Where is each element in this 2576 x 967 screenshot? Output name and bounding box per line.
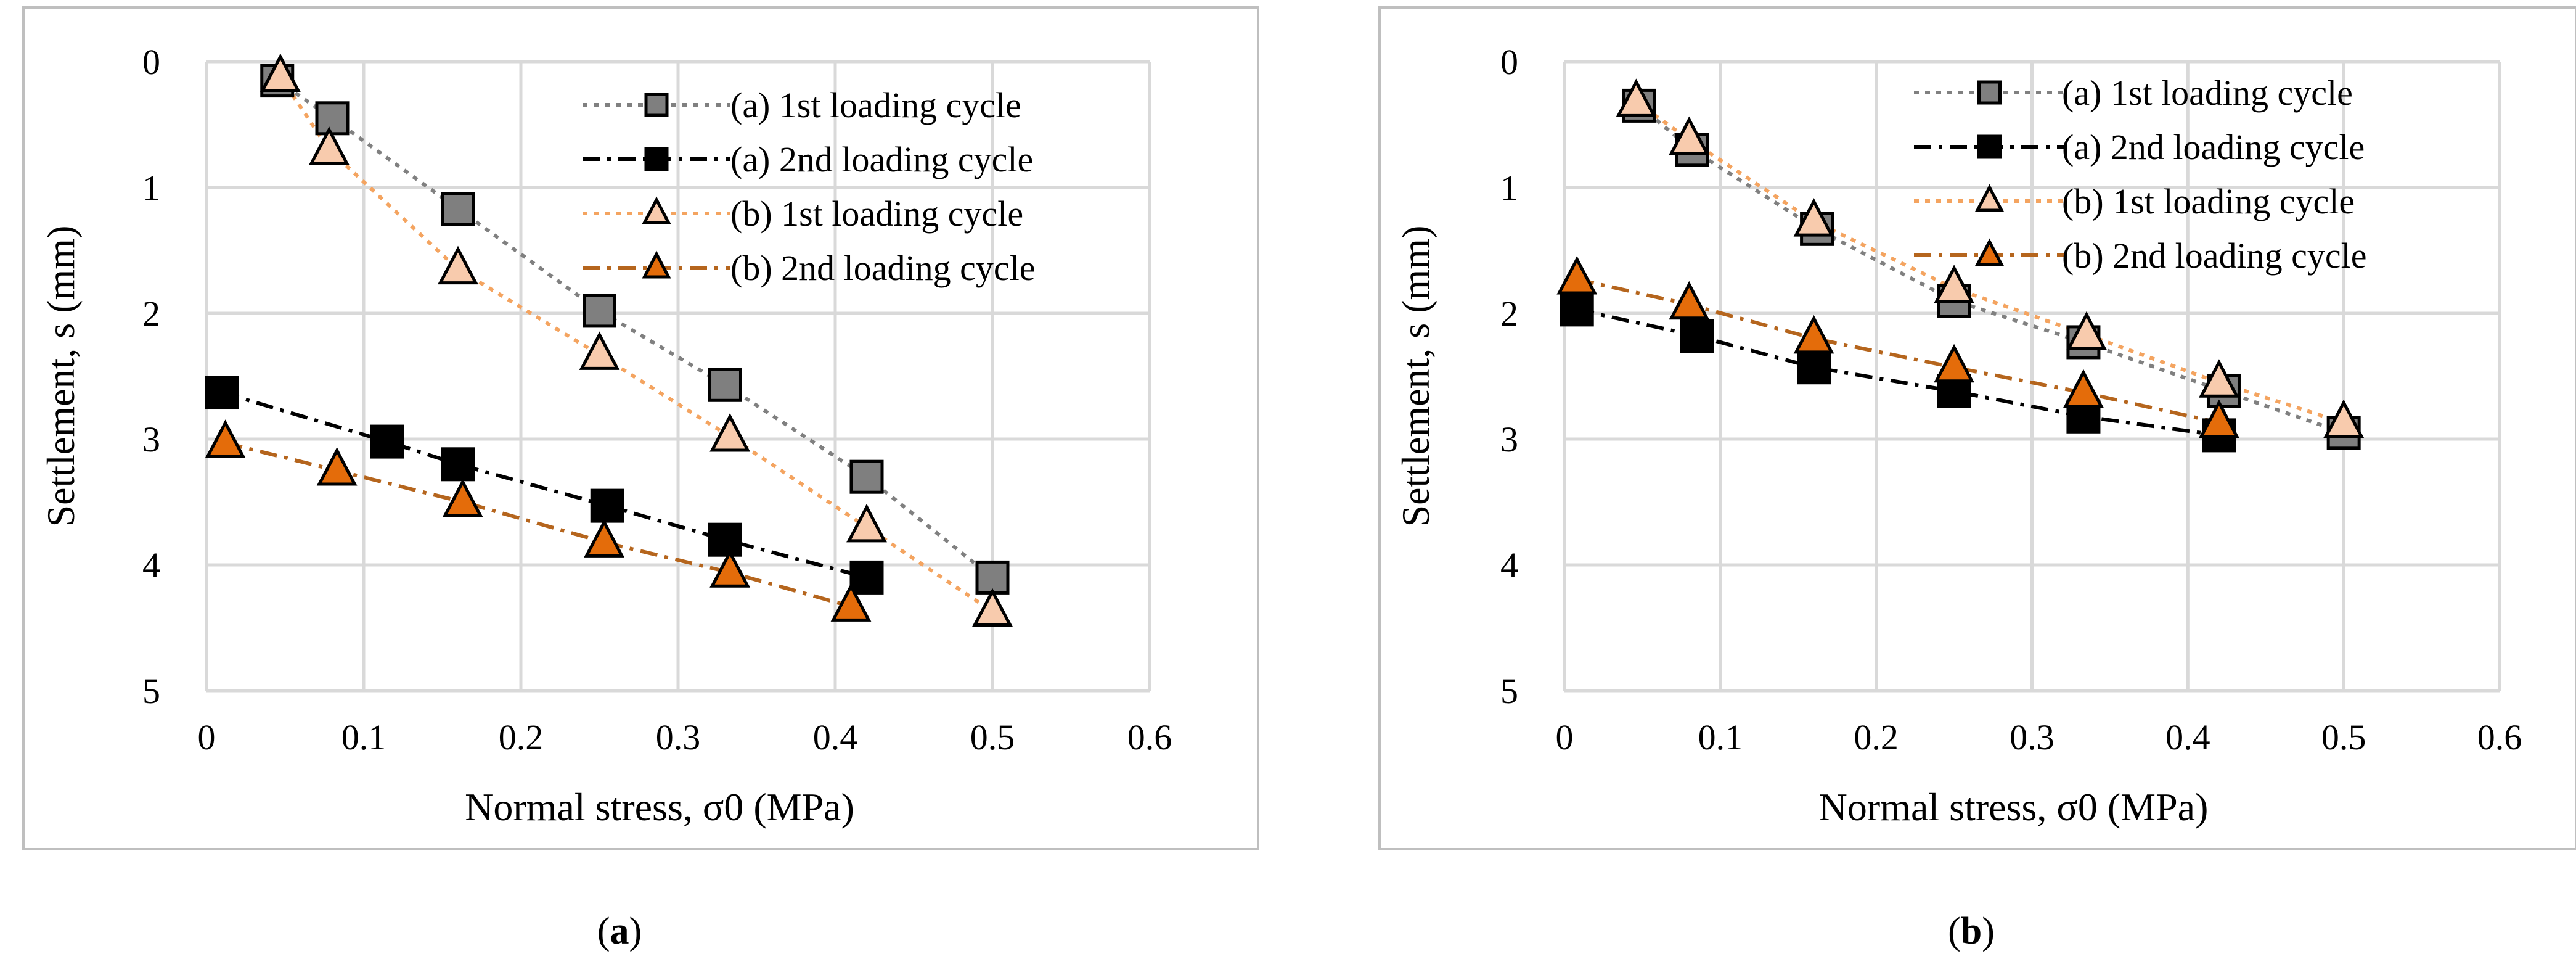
data-point	[309, 126, 350, 165]
y-tick-label: 0	[142, 42, 160, 82]
legend-entry-label: (b) 2nd loading cycle	[730, 248, 1035, 288]
data-point	[709, 413, 751, 452]
x-tick-label: 0.6	[1127, 717, 1172, 757]
y-tick-label: 2	[142, 294, 160, 334]
data-point	[441, 447, 475, 482]
x-tick-label: 0.5	[970, 717, 1015, 757]
data-point	[849, 459, 884, 494]
data-point	[590, 488, 624, 523]
y-tick-label: 3	[1500, 419, 1518, 459]
x-tick-label: 0.1	[1698, 717, 1743, 757]
data-point	[975, 560, 1010, 595]
x-axis-title: Normal stress, σ0 (MPa)	[465, 785, 854, 829]
data-point	[1934, 344, 1974, 383]
x-axis-title: Normal stress, σ0 (MPa)	[1819, 785, 2209, 829]
legend-entry-label: (a) 2nd loading cycle	[730, 139, 1033, 179]
y-tick-label: 4	[1500, 545, 1518, 585]
legend-marker	[1974, 184, 2005, 212]
legend-marker	[642, 196, 671, 224]
legend-marker	[1974, 238, 2005, 266]
data-point	[441, 192, 475, 226]
data-point	[849, 560, 884, 595]
data-point	[260, 53, 301, 93]
data-point	[1616, 78, 1657, 117]
data-point	[972, 588, 1013, 627]
series-line	[224, 441, 852, 609]
data-point	[205, 419, 246, 458]
x-tick-label: 0.6	[2477, 717, 2522, 757]
legend-marker	[1977, 80, 2002, 105]
legend-entry-label: (a) 1st loading cycle	[730, 85, 1021, 125]
y-tick-label: 2	[1500, 294, 1518, 334]
legend-entry-label: (b) 1st loading cycle	[730, 194, 1023, 234]
data-point	[579, 331, 620, 370]
data-point	[2199, 399, 2239, 438]
data-point	[708, 368, 742, 402]
panel-caption-a: (a)	[597, 910, 642, 952]
data-point	[1669, 116, 1710, 155]
data-point	[442, 479, 483, 517]
data-point	[438, 245, 478, 285]
x-tick-label: 0.4	[813, 717, 858, 757]
x-tick-label: 0.1	[341, 717, 386, 757]
data-point	[1669, 281, 1710, 320]
series-line	[221, 390, 867, 580]
data-point	[1793, 315, 1834, 354]
data-point	[1797, 350, 1831, 385]
y-axis-title: Settlement, s (mm)	[1394, 226, 1437, 527]
data-point	[2323, 399, 2365, 438]
y-tick-label: 3	[142, 419, 160, 459]
x-tick-label: 0.2	[499, 717, 544, 757]
y-axis-title: Settlement, s (mm)	[39, 226, 83, 527]
x-tick-label: 0.3	[2010, 717, 2055, 757]
series-line	[1576, 307, 2220, 437]
legend-marker	[644, 93, 669, 117]
x-tick-label: 0.3	[656, 717, 701, 757]
data-point	[846, 503, 887, 543]
data-point	[830, 583, 872, 622]
y-tick-label: 5	[142, 671, 160, 711]
legend-marker	[644, 147, 669, 171]
data-point	[205, 376, 239, 410]
data-point	[1934, 265, 1974, 303]
panel-letter-a: a	[610, 910, 629, 952]
data-point	[370, 424, 404, 459]
y-tick-label: 1	[142, 168, 160, 208]
data-point	[2063, 369, 2104, 408]
data-point	[1793, 198, 1834, 237]
data-point	[583, 294, 616, 328]
data-point	[708, 522, 742, 557]
x-tick-label: 0	[198, 717, 216, 757]
legend-entry-label: (b) 1st loading cycle	[2062, 181, 2355, 221]
data-point	[1556, 256, 1598, 295]
data-point	[584, 519, 625, 558]
legend-marker	[642, 250, 671, 279]
y-tick-label: 4	[142, 545, 160, 585]
legend-entry-label: (b) 2nd loading cycle	[2062, 236, 2366, 276]
data-point	[315, 101, 350, 136]
data-point	[1680, 319, 1714, 353]
panel-letter-b: b	[1961, 910, 1982, 952]
data-point	[2066, 311, 2107, 350]
panel-caption-b: (b)	[1948, 910, 1995, 952]
y-tick-label: 0	[1500, 42, 1518, 82]
data-point	[1560, 292, 1594, 327]
legend-entry-label: (a) 2nd loading cycle	[2062, 127, 2365, 167]
data-point	[2199, 359, 2239, 398]
x-tick-label: 0.2	[1854, 717, 1899, 757]
chart-panel-a: 0 0.1 0.2 0.3 0.4 0.5 0.6 0 1 2 3 4 5 Normal stress, …	[39, 42, 1172, 829]
y-tick-label: 1	[1500, 168, 1518, 208]
series-line	[1576, 277, 2220, 425]
data-point	[316, 447, 358, 486]
data-point	[709, 549, 751, 588]
legend-marker	[1977, 134, 2002, 159]
x-tick-label: 0.5	[2321, 717, 2366, 757]
x-tick-label: 0	[1556, 717, 1574, 757]
chart-panel-b: 0 0.1 0.2 0.3 0.4 0.5 0.6 0 1 2 3 4 5 Normal stress, …	[1394, 42, 2522, 829]
legend-entry-label: (a) 1st loading cycle	[2062, 73, 2353, 113]
y-tick-label: 5	[1500, 671, 1518, 711]
x-tick-label: 0.4	[2165, 717, 2210, 757]
